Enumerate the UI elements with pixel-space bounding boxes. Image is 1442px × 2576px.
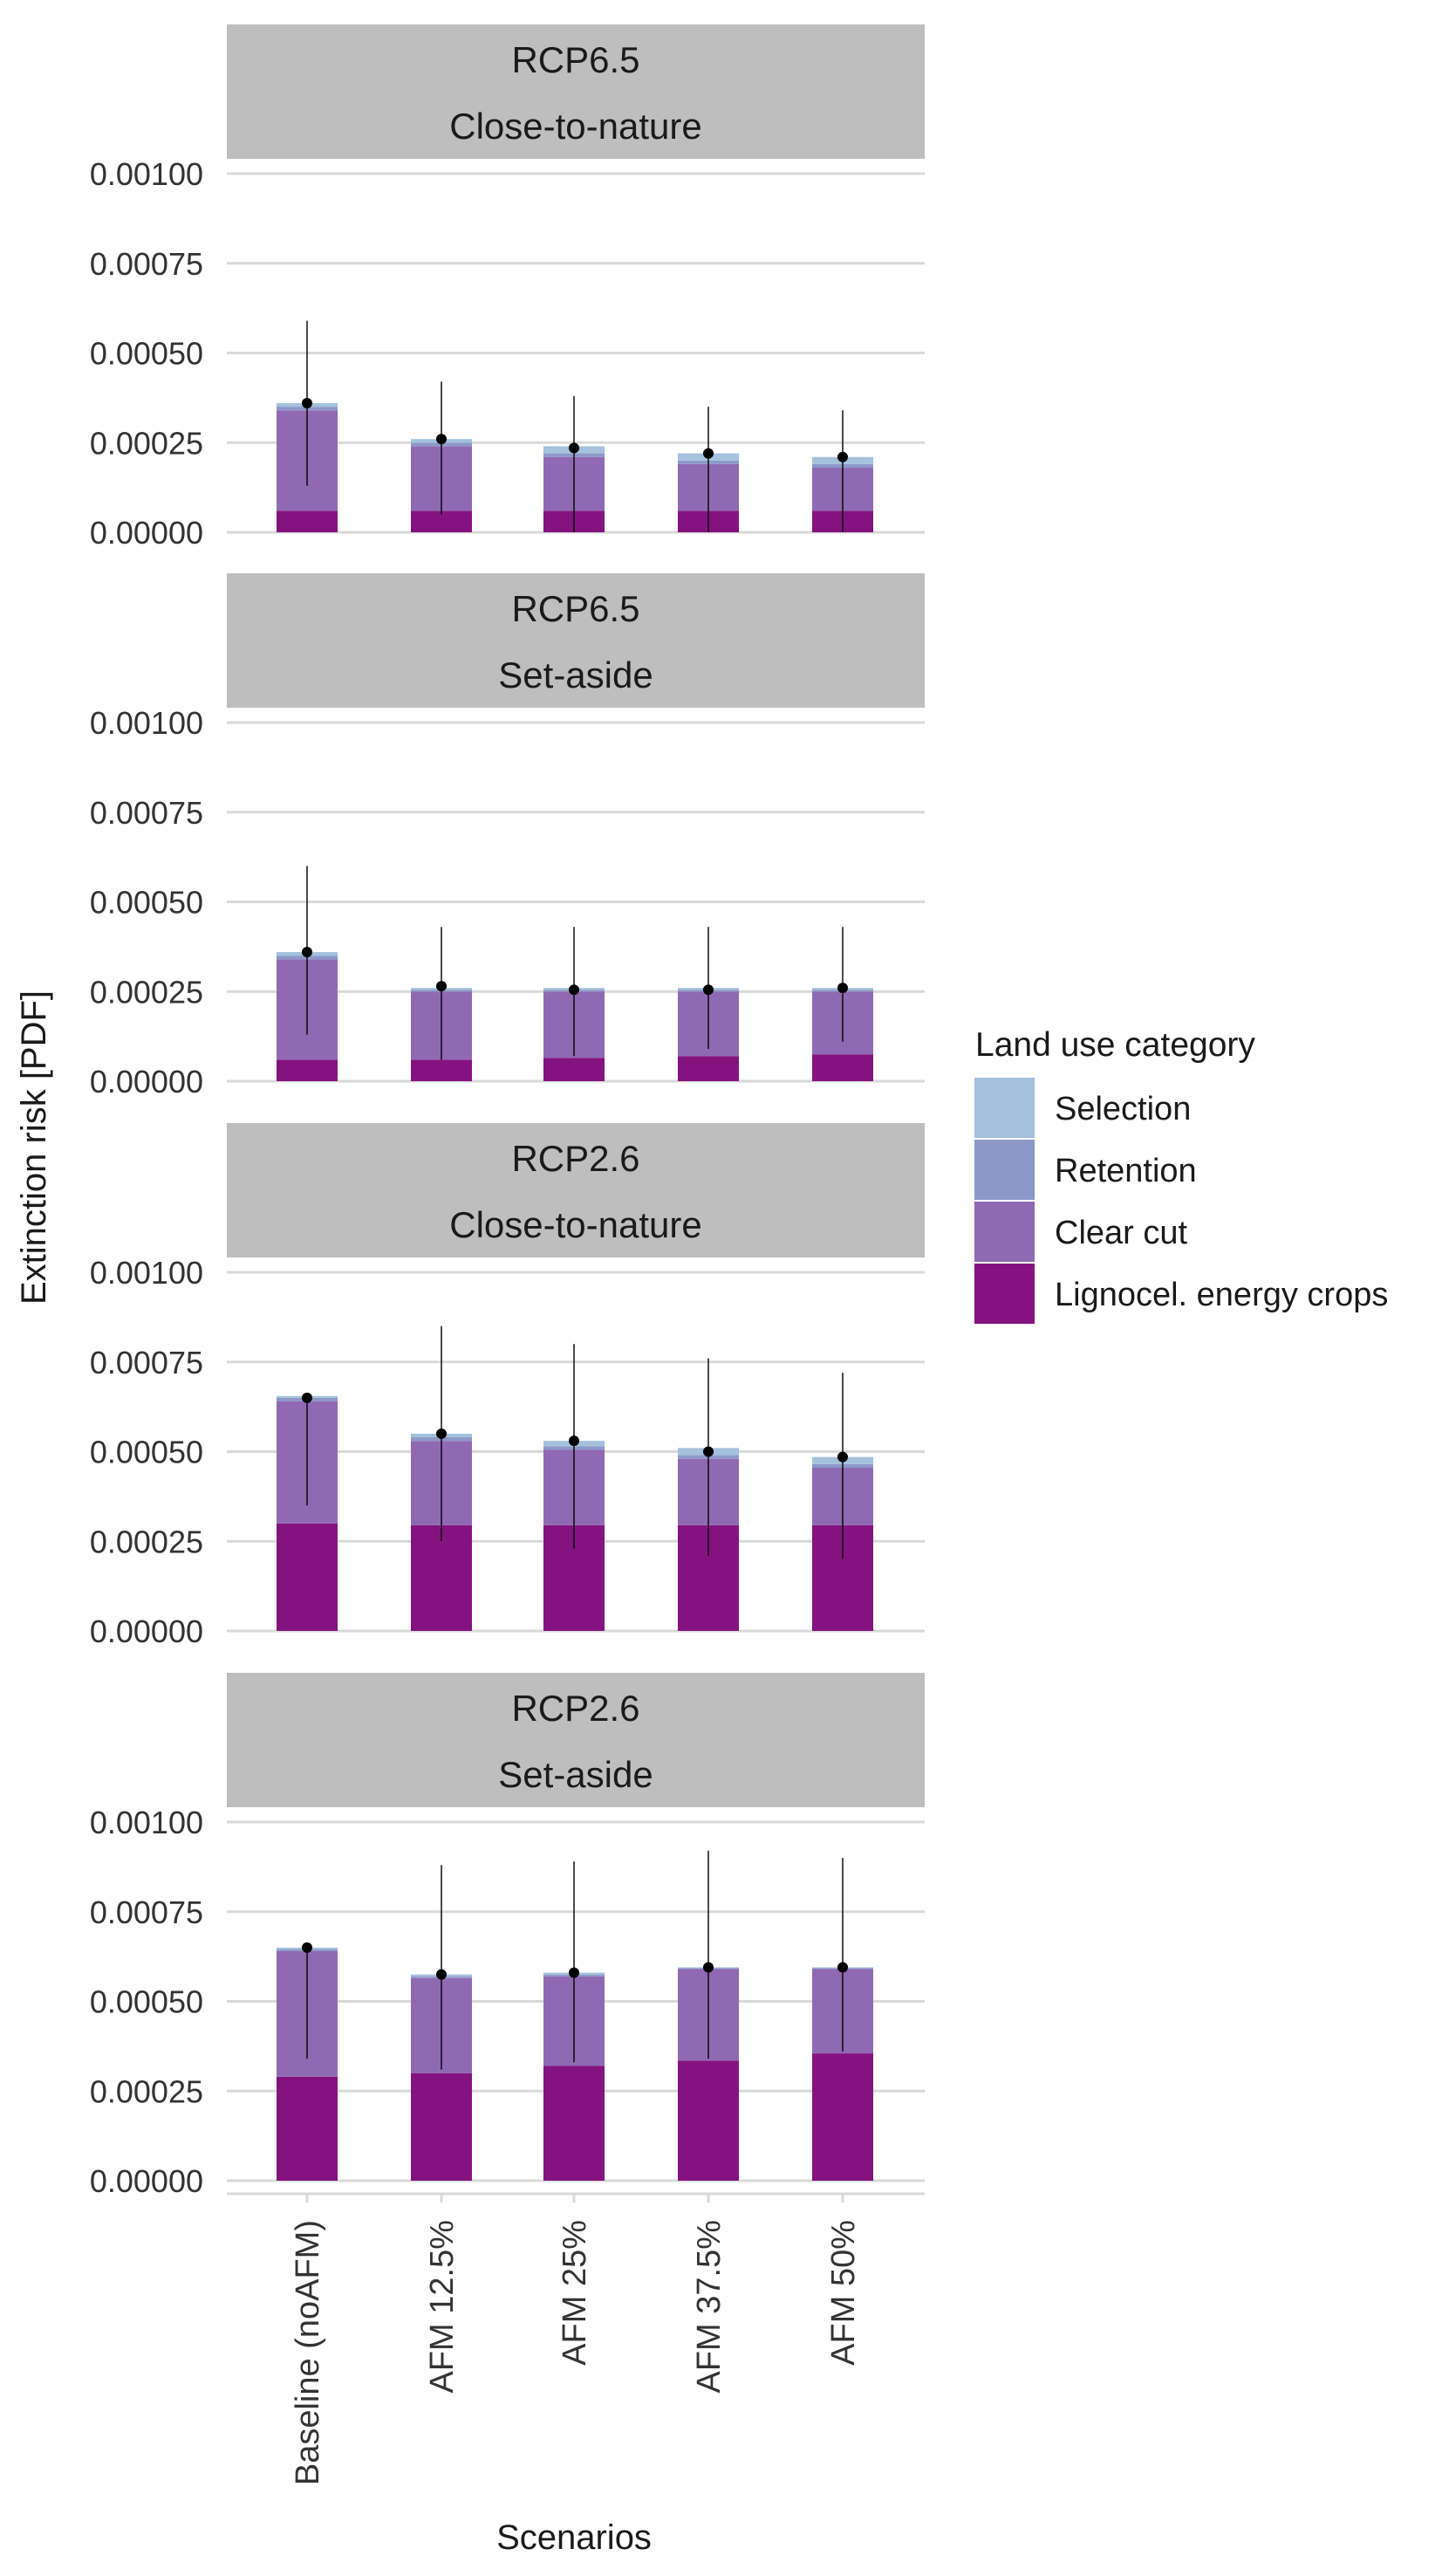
- x-tick-label: AFM 50%: [825, 2220, 862, 2366]
- legend-swatch: [974, 1140, 1035, 1200]
- mean-point: [436, 1969, 447, 1980]
- y-tick-label: 0.00050: [90, 1435, 203, 1470]
- facet-strip: [227, 1673, 925, 1807]
- mean-point: [569, 984, 579, 996]
- bar-segment: [812, 1054, 873, 1081]
- legend-swatch: [974, 1202, 1035, 1262]
- y-tick-label: 0.00075: [90, 1894, 203, 1930]
- facet-title-line1: RCP2.6: [511, 1688, 639, 1729]
- bar-segment: [277, 1059, 338, 1081]
- facet-title-line2: Close-to-nature: [449, 1204, 701, 1245]
- mean-point: [703, 1446, 714, 1457]
- y-tick-label: 0.00050: [90, 336, 203, 372]
- mean-point: [302, 398, 312, 409]
- facet-title-line1: RCP6.5: [511, 588, 639, 629]
- facet-title-line1: RCP6.5: [511, 39, 639, 80]
- y-tick-label: 0.00100: [90, 1255, 203, 1291]
- y-tick-label: 0.00075: [90, 795, 203, 831]
- y-tick-label: 0.00075: [90, 246, 203, 282]
- mean-point: [703, 1962, 714, 1973]
- mean-point: [703, 984, 714, 996]
- mean-point: [569, 1435, 579, 1447]
- y-tick-label: 0.00100: [90, 156, 203, 192]
- mean-point: [569, 442, 579, 454]
- mean-point: [837, 1962, 848, 1973]
- mean-point: [302, 1942, 312, 1953]
- facet-strip: [227, 24, 925, 159]
- mean-point: [436, 981, 447, 992]
- legend: Land use category Selection Retention Clea…: [974, 1026, 1388, 1324]
- y-tick-label: 0.00050: [90, 1984, 203, 2020]
- mean-point: [837, 451, 848, 462]
- y-tick-label: 0.00100: [90, 705, 203, 741]
- legend-swatch: [974, 1264, 1035, 1324]
- mean-point: [302, 947, 312, 958]
- facet-strip: [227, 573, 925, 708]
- bar-segment: [411, 2072, 472, 2181]
- facet-title-line2: Close-to-nature: [449, 106, 701, 147]
- x-axis: Baseline (noAFM) AFM 12.5% AFM 25% AFM 37.5…: [227, 2192, 925, 2485]
- y-tick-label: 0.00000: [90, 1064, 203, 1100]
- y-tick-label: 0.00050: [90, 885, 203, 921]
- facet-panel: RCP6.5 Close-to-nature 0.00000 0.00025 0.000…: [90, 24, 925, 551]
- y-tick-label: 0.00075: [90, 1345, 203, 1380]
- bar-segment: [411, 1059, 472, 1081]
- mean-point: [703, 448, 714, 459]
- legend-label: Clear cut: [1055, 1215, 1187, 1251]
- facet-title-line2: Set-aside: [498, 1754, 653, 1795]
- facet-panel: RCP2.6 Set-aside 0.00000 0.00025 0.00050 0.00…: [90, 1673, 925, 2199]
- x-tick-label: AFM 25%: [557, 2220, 593, 2366]
- legend-title: Land use category: [975, 1026, 1255, 1064]
- x-tick-label: AFM 12.5%: [424, 2220, 461, 2394]
- legend-swatch: [974, 1078, 1035, 1138]
- y-tick-label: 0.00025: [90, 974, 203, 1010]
- y-tick-label: 0.00000: [90, 1613, 203, 1649]
- mean-point: [302, 1392, 312, 1403]
- bar-segment: [543, 1058, 605, 1081]
- bar-segment: [678, 1056, 739, 1081]
- x-axis-title: Scenarios: [496, 2518, 652, 2557]
- y-tick-label: 0.00025: [90, 1524, 203, 1559]
- x-tick-label: AFM 37.5%: [691, 2220, 728, 2394]
- bar-segment: [277, 2076, 338, 2181]
- mean-point: [436, 434, 447, 445]
- chart-panels: RCP6.5 Close-to-nature 0.00000 0.00025 0.000…: [90, 24, 925, 2199]
- bar-segment: [812, 2053, 873, 2181]
- y-axis-title: Extinction risk [PDF]: [15, 990, 53, 1305]
- y-tick-label: 0.00025: [90, 425, 203, 461]
- bar-segment: [277, 510, 338, 532]
- bar-segment: [543, 2066, 605, 2181]
- y-tick-label: 0.00025: [90, 2073, 203, 2109]
- legend-label: Selection: [1055, 1091, 1191, 1127]
- facet-panel: RCP6.5 Set-aside 0.00000 0.00025 0.00050 0.00…: [90, 573, 925, 1100]
- y-tick-label: 0.00100: [90, 1805, 203, 1840]
- mean-point: [436, 1428, 447, 1439]
- legend-label: Retention: [1055, 1153, 1197, 1189]
- facet-title-line2: Set-aside: [498, 654, 653, 695]
- facet-title-line1: RCP2.6: [511, 1138, 639, 1179]
- bar-segment: [277, 1523, 338, 1631]
- mean-point: [837, 983, 848, 994]
- y-tick-label: 0.00000: [90, 2163, 203, 2199]
- bar-segment: [678, 2060, 739, 2181]
- y-tick-label: 0.00000: [90, 515, 203, 551]
- facet-strip: [227, 1123, 925, 1257]
- bar-segment: [411, 1524, 472, 1631]
- legend-label: Lignocel. energy crops: [1055, 1277, 1388, 1313]
- facet-panel: RCP2.6 Close-to-nature 0.00000 0.00025 0.000…: [90, 1123, 925, 1649]
- mean-point: [837, 1451, 848, 1463]
- mean-point: [569, 1967, 579, 1978]
- x-tick-label: Baseline (noAFM): [290, 2220, 326, 2485]
